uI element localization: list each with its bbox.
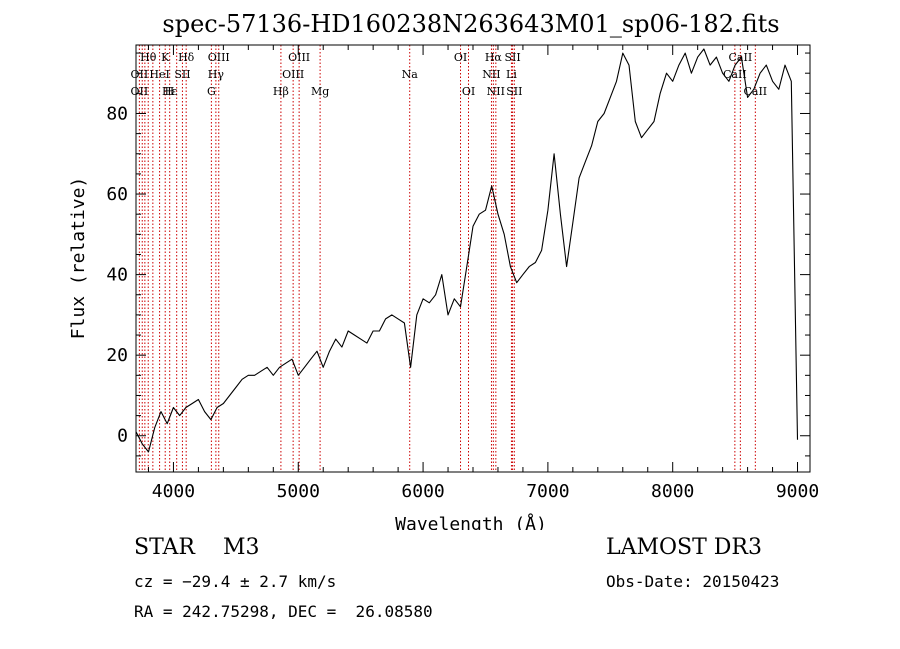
- y-axis-label: Flux (relative): [68, 177, 89, 340]
- line-label: OIII: [288, 51, 310, 64]
- line-label: OIII: [282, 68, 304, 81]
- data-release: LAMOST DR3: [606, 535, 762, 560]
- line-label: Li: [506, 68, 517, 81]
- chart-title: spec-57136-HD160238N263643M01_sp06-182.f…: [162, 10, 779, 38]
- line-label: OII: [131, 85, 149, 98]
- line-label: OIII: [208, 51, 230, 64]
- y-axis-ticks: 0 20 40 60 80: [106, 52, 810, 457]
- line-label: Hα: [485, 51, 503, 64]
- line-label: Hγ: [208, 68, 225, 81]
- line-label: OI: [462, 85, 475, 98]
- line-label: OII: [131, 68, 149, 81]
- line-markers: [138, 45, 756, 472]
- x-tick-label: 8000: [651, 481, 694, 502]
- plot-frame: [135, 44, 811, 473]
- spectrum-chart: spec-57136-HD160238N263643M01_sp06-182.f…: [68, 10, 819, 530]
- x-tick-label: 6000: [401, 481, 444, 502]
- y-tick-label: 60: [106, 184, 128, 205]
- line-label: Na: [402, 68, 419, 81]
- x-axis-ticks: 4000 5000 6000 7000 8000 9000: [147, 45, 819, 502]
- line-label: K: [161, 51, 170, 64]
- line-label: SII: [174, 68, 190, 81]
- line-label: HeI: [149, 68, 169, 81]
- line-label: NII: [482, 68, 500, 81]
- coordinates: RA = 242.75298, DEC = 26.08580: [134, 602, 433, 621]
- x-tick-label: 7000: [526, 481, 569, 502]
- x-tick-label: 5000: [277, 481, 320, 502]
- line-label: SII: [506, 85, 522, 98]
- y-tick-label: 40: [106, 265, 128, 286]
- y-tick-label: 80: [106, 103, 128, 124]
- line-label: NII: [487, 85, 505, 98]
- line-label: G: [207, 85, 216, 98]
- line-label: Hθ: [140, 51, 157, 64]
- y-tick-label: 0: [117, 426, 128, 447]
- line-label: Hε: [162, 85, 178, 98]
- line-label: CaII: [723, 68, 747, 81]
- x-tick-label: 9000: [776, 481, 819, 502]
- line-label: Hβ: [273, 85, 289, 98]
- x-axis-label: Wavelength (Å): [395, 513, 547, 530]
- series-group: [135, 48, 799, 453]
- observation-date: Obs-Date: 20150423: [606, 572, 780, 591]
- x-tick-label: 4000: [152, 481, 195, 502]
- line-label: OI: [454, 51, 467, 64]
- line-label: SII: [504, 51, 520, 64]
- line-label: H: [165, 85, 175, 98]
- y-tick-label: 20: [106, 345, 128, 366]
- object-class: STAR M3: [134, 535, 260, 560]
- line-label: Mg: [311, 85, 329, 98]
- redshift-velocity: cz = −29.4 ± 2.7 km/s: [134, 572, 337, 591]
- line-label: Hδ: [178, 51, 195, 64]
- spectrum-line: [135, 48, 799, 453]
- line-label: CaII: [729, 51, 753, 64]
